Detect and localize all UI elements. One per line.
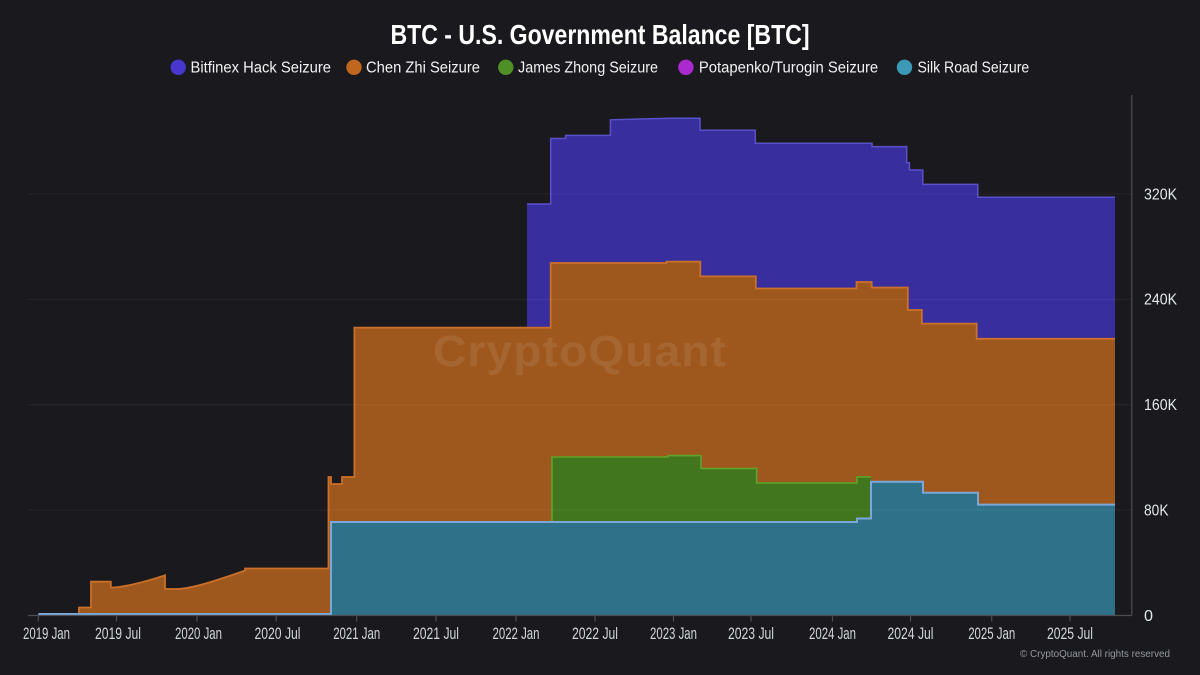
svg-text:Bitfinex Hack Seizure: Bitfinex Hack Seizure <box>191 60 332 77</box>
svg-text:160K: 160K <box>1144 397 1177 414</box>
svg-text:2024 Jul: 2024 Jul <box>888 625 934 643</box>
svg-text:2023 Jul: 2023 Jul <box>728 625 774 643</box>
svg-text:BTC - U.S. Government Balance: BTC - U.S. Government Balance [BTC] <box>391 19 810 50</box>
svg-text:CryptoQuant: CryptoQuant <box>433 327 727 376</box>
svg-text:2020 Jan: 2020 Jan <box>175 625 222 643</box>
svg-text:2021 Jan: 2021 Jan <box>333 625 380 643</box>
svg-text:Silk Road Seizure: Silk Road Seizure <box>918 60 1030 77</box>
svg-text:Chen Zhi Seizure: Chen Zhi Seizure <box>366 60 480 77</box>
svg-text:2019 Jan: 2019 Jan <box>23 625 70 643</box>
svg-text:2025 Jul: 2025 Jul <box>1047 625 1093 643</box>
svg-text:Potapenko/Turogin Seizure: Potapenko/Turogin Seizure <box>699 60 878 77</box>
svg-text:2019 Jul: 2019 Jul <box>95 625 141 643</box>
svg-text:240K: 240K <box>1144 292 1177 309</box>
svg-text:2024 Jan: 2024 Jan <box>809 625 856 643</box>
svg-text:2023 Jan: 2023 Jan <box>650 625 697 643</box>
svg-text:© CryptoQuant. All rights rese: © CryptoQuant. All rights reserved <box>1020 648 1170 660</box>
svg-text:2021 Jul: 2021 Jul <box>413 625 459 643</box>
svg-text:2025 Jan: 2025 Jan <box>968 625 1015 643</box>
svg-text:0: 0 <box>1144 608 1153 625</box>
svg-text:80K: 80K <box>1144 502 1169 519</box>
svg-text:320K: 320K <box>1144 186 1177 203</box>
svg-text:James Zhong Seizure: James Zhong Seizure <box>518 60 658 77</box>
svg-text:2022 Jul: 2022 Jul <box>572 625 618 643</box>
svg-text:2022 Jan: 2022 Jan <box>493 625 540 643</box>
svg-text:2020 Jul: 2020 Jul <box>255 625 301 643</box>
